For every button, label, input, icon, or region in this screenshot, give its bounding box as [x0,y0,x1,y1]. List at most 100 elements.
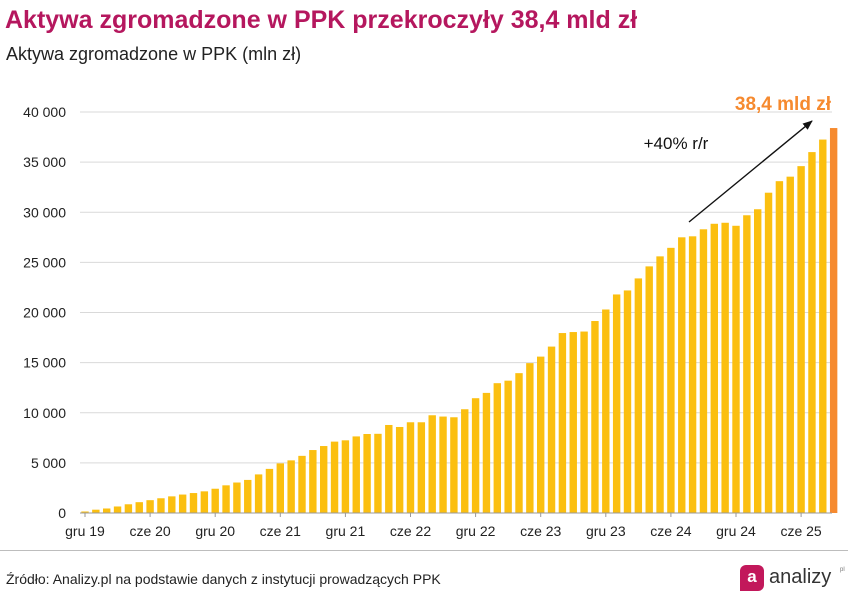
x-tick-label: gru 23 [586,523,626,539]
bar [178,494,187,513]
bar [92,509,100,513]
bar [395,426,404,513]
bar [634,278,643,513]
x-tick-label: cze 21 [260,523,301,539]
y-tick-label: 5 000 [31,455,66,471]
bar [168,496,176,513]
bar-latest [829,128,838,514]
bar [786,176,794,513]
x-tick-label: cze 23 [520,523,561,539]
bar [309,450,317,513]
bar [341,440,350,513]
bar [591,321,599,513]
bar [732,225,740,513]
x-tick-label: gru 21 [326,523,366,539]
bar [764,192,773,514]
y-tick-label: 20 000 [23,305,66,321]
bar [450,417,458,513]
bar [222,485,230,513]
logo-suffix: pl [840,567,845,573]
bar [287,460,295,513]
bar [385,424,393,513]
bar [103,508,111,513]
bar [124,504,133,513]
bar [200,491,209,513]
source-note: Źródło: Analizy.pl na podstawie danych z… [6,571,441,587]
bar-chart: 0 5 000 10 000 15 000 20 000 25 000 30 000 35 0… [23,94,838,539]
bar [211,488,219,513]
y-tick-label: 35 000 [23,154,66,170]
axes: 0 5 000 10 000 15 000 20 000 25 000 30 000 35 0… [23,104,832,539]
y-tick-label: 10 000 [23,405,66,421]
bar [233,482,241,513]
logo-mark: a [740,565,764,591]
x-tick-label: gru 19 [65,523,105,539]
x-tick-label: cze 24 [650,523,691,539]
bar [363,434,371,513]
bar [113,506,122,513]
growth-arrow [688,120,813,223]
bar [276,463,284,513]
last-value-label: 38,4 mld zł [735,94,832,115]
bar [721,222,729,513]
bar [244,479,252,513]
bar [374,433,382,513]
bar [645,266,653,513]
bar [439,416,447,513]
bar [330,441,339,513]
bar [157,498,165,513]
bar [265,468,274,513]
x-tick-label: cze 20 [129,523,170,539]
bar [797,166,805,513]
bars [81,128,838,514]
y-tick-label: 40 000 [23,104,66,120]
bar [656,256,664,513]
bar [526,363,534,513]
x-tick-label: gru 24 [716,523,756,539]
bar [547,346,556,513]
bar [808,152,816,513]
bar [417,422,426,513]
logo-text: analizy [769,566,832,588]
chart-title: Aktywa zgromadzone w PPK przekroczyły 38… [5,6,638,34]
bar [320,446,328,513]
bar [688,236,697,513]
bar [493,383,501,513]
x-tick-label: gru 22 [456,523,496,539]
bar [352,436,360,513]
bar [775,181,784,514]
bar [81,511,89,513]
bar [699,229,708,514]
bar [428,415,436,513]
bar [569,332,577,513]
bar [602,309,610,513]
bar [298,455,306,513]
annotations: +40% r/r 38,4 mld zł [644,94,832,223]
y-tick-label: 15 000 [23,355,66,371]
x-tick-label: cze 25 [780,523,821,539]
footer-divider [0,550,848,551]
x-tick-label: cze 22 [390,523,431,539]
bar [482,392,491,513]
gridlines [80,111,832,464]
bar [612,294,621,513]
bar [678,237,686,513]
bar [754,209,762,513]
bar [537,356,545,513]
bar [819,139,827,513]
bar [710,223,718,513]
y-tick-label: 25 000 [23,254,66,270]
y-tick-label: 0 [58,505,66,521]
bar [623,290,632,513]
bar [504,380,512,513]
chart-subtitle: Aktywa zgromadzone w PPK (mln zł) [6,44,302,64]
bar [515,373,523,513]
x-tick-label: gru 20 [195,523,235,539]
bar [461,409,469,513]
bar [471,398,480,513]
bar [667,247,675,513]
bar [189,493,198,513]
logo-glyph: a [747,567,757,586]
growth-annotation: +40% r/r [644,134,709,153]
y-tick-label: 30 000 [23,204,66,220]
